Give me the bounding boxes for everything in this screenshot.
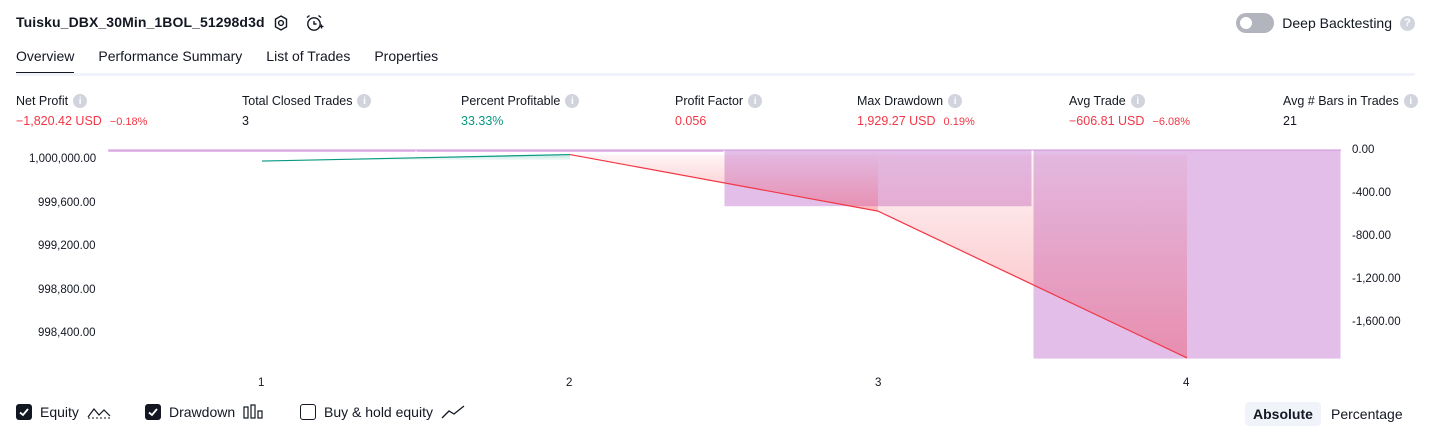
metric-percent-profitable: Percent Profitable i 33.33% [461,94,580,128]
tab-properties[interactable]: Properties [374,48,439,64]
metric-value: 21 [1283,114,1297,128]
tab-list-of-trades[interactable]: List of Trades [266,48,351,64]
metric-max-drawdown: Max Drawdown i 1,929.27 USD 0.19% [857,94,975,128]
right-axis-tick-label: -1,600.00 [1352,316,1401,328]
metric-value: −1,820.42 USD [16,114,102,128]
legend-buy-hold-equity[interactable]: Buy & hold equity [300,404,465,420]
checkbox-checked-icon[interactable] [16,404,32,420]
metric-total-closed-trades: Total Closed Trades i 3 [242,94,372,128]
toggle-knob [1240,17,1253,29]
add-alert-button[interactable] [303,12,325,34]
legend-label: Buy & hold equity [324,404,433,420]
drawdown-bar [416,150,724,152]
metric-label: Profit Factor [675,94,744,108]
metric-value: 1,929.27 USD [857,114,936,128]
metric-label: Total Closed Trades [242,94,353,108]
strategy-settings-button[interactable] [270,12,292,34]
metric-percent: 0.19% [943,116,975,128]
x-axis-tick-label: 2 [566,377,573,389]
tab-performance-summary[interactable]: Performance Summary [98,48,243,64]
checkbox-checked-icon[interactable] [145,404,161,420]
help-icon[interactable]: i [948,94,963,108]
equity-line-segment [877,210,1188,359]
metric-label: Avg Trade [1069,94,1126,108]
legend-drawdown[interactable]: Drawdown [145,404,265,420]
equity-line-icon [87,408,111,419]
metric-value: 3 [242,114,249,128]
strategy-name: Tuisku_DBX_30Min_1BOL_51298d3d [16,14,265,30]
drawdown-bar [108,150,416,152]
right-axis-tick-label: -1,200.00 [1352,273,1401,285]
metric-avg-trade: Avg Trade i −606.81 USD −6.08% [1069,94,1190,128]
right-axis-tick-label: -800.00 [1352,230,1392,242]
metric-percent: −0.18% [109,116,148,128]
help-icon[interactable]: i [73,94,88,108]
deep-backtesting-label: Deep Backtesting [1282,15,1392,31]
help-icon[interactable]: i [1130,94,1145,108]
percentage-mode-button[interactable]: Percentage [1331,406,1403,422]
legend-label: Equity [40,404,79,420]
right-axis-tick-label: -400.00 [1352,187,1392,199]
metric-label: Percent Profitable [461,94,561,108]
absolute-mode-button[interactable]: Absolute [1245,402,1321,426]
help-icon[interactable]: i [748,94,763,108]
checkbox-unchecked-icon[interactable] [300,404,316,420]
left-axis-tick-label: 998,800.00 [38,284,96,296]
buy-hold-line-icon [441,405,465,419]
metric-percent: −6.08% [1152,116,1191,128]
left-axis-tick-label: 1,000,000.00 [29,153,97,165]
left-axis-tick-label: 999,200.00 [38,240,96,252]
metric-net-profit: Net Profit i −1,820.42 USD −0.18% [16,94,147,128]
drawdown-bars-icon [243,404,263,419]
help-icon[interactable]: i [1403,94,1418,108]
left-axis-tick-label: 998,400.00 [38,327,96,339]
metric-avg-bars: Avg # Bars in Trades i 21 [1283,94,1418,128]
metric-profit-factor: Profit Factor i 0.056 [675,94,763,128]
equity-loss-area [878,154,1187,358]
gear-icon [274,15,288,31]
equity-line-segment [261,153,571,162]
metric-label: Max Drawdown [857,94,944,108]
x-axis-tick-label: 4 [1183,377,1190,389]
help-icon[interactable]: i [565,94,580,108]
deep-backtesting: Deep Backtesting ? [1236,13,1415,33]
help-icon[interactable]: ? [1400,15,1415,31]
deep-backtesting-toggle[interactable] [1236,13,1275,33]
help-icon[interactable]: i [357,94,372,108]
equity-line-segment [569,153,879,212]
metric-value: 0.056 [675,114,707,128]
metric-label: Avg # Bars in Trades [1283,94,1399,108]
metric-value: 33.33% [461,114,504,128]
left-axis-tick-label: 999,600.00 [38,197,96,209]
right-axis-tick-label: 0.00 [1352,144,1375,156]
legend-equity[interactable]: Equity [16,404,111,420]
metric-value: −606.81 USD [1069,114,1145,128]
x-axis-tick-label: 3 [875,377,882,389]
metric-label: Net Profit [16,94,69,108]
alarm-clock-icon [306,14,324,31]
legend-label: Drawdown [169,404,236,420]
tab-divider [16,73,1415,76]
x-axis-tick-label: 1 [258,377,265,389]
